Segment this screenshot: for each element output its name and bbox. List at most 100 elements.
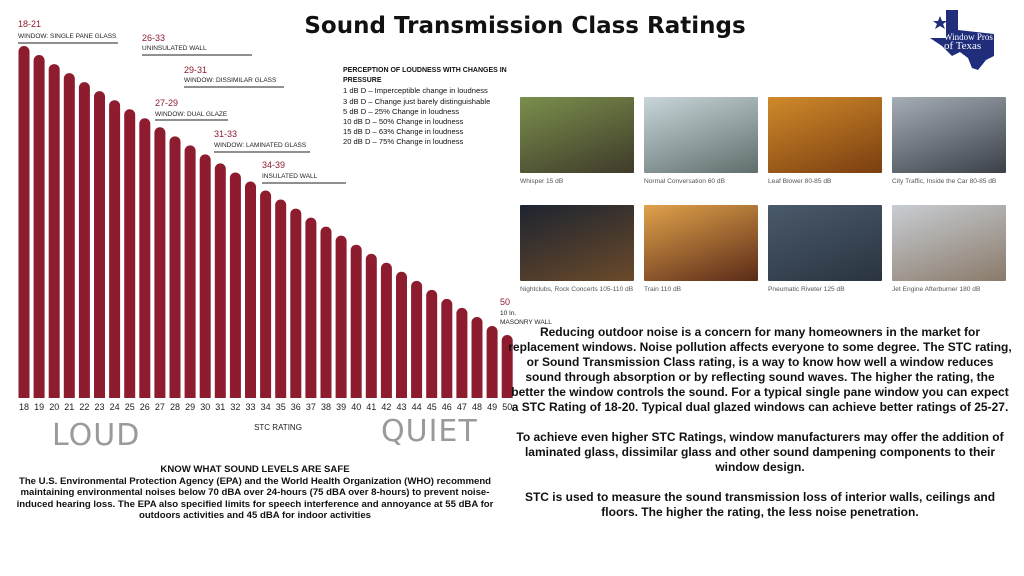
chart-bar — [275, 199, 287, 398]
annotation-value: 27-29 — [155, 98, 178, 108]
logo-text: Window Pros of Texas — [944, 32, 1004, 52]
description-paragraph: Reducing outdoor noise is a concern for … — [508, 325, 1012, 414]
perception-item: 10 dB D – 50% Change in loudness — [343, 117, 464, 127]
chart-bar — [63, 73, 75, 398]
chart-bar — [139, 118, 151, 398]
chart-bar — [456, 307, 468, 398]
x-tick-label: 21 — [64, 402, 74, 412]
conversation-photo — [644, 97, 758, 173]
logo-line2: of Texas — [944, 40, 982, 52]
perception-item: 3 dB D – Change just barely distinguisha… — [343, 96, 491, 106]
x-tick-label: 41 — [366, 402, 376, 412]
perception-box: PERCEPTION OF LOUDNESS WITH CHANGES IN P… — [343, 66, 543, 148]
x-tick-label: 33 — [245, 402, 255, 412]
traffic-photo — [892, 97, 1006, 173]
x-tick-label: 43 — [396, 402, 406, 412]
safe-levels-body: The U.S. Environmental Protection Agency… — [16, 475, 494, 522]
x-tick-label: 20 — [49, 402, 59, 412]
x-tick-label: 29 — [185, 402, 195, 412]
annotation-value: 18-21 — [18, 19, 41, 29]
photo-caption: Leaf Blower 80-85 dB — [768, 178, 832, 185]
x-tick-label: 50 — [502, 402, 512, 412]
x-tick-label: 32 — [230, 402, 240, 412]
x-tick-label: 19 — [34, 402, 44, 412]
x-tick-label: 38 — [321, 402, 331, 412]
x-tick-label: 26 — [140, 402, 150, 412]
chart-bar — [501, 335, 513, 398]
x-tick-label: 45 — [427, 402, 437, 412]
chart-bar — [184, 145, 196, 398]
description-text: Reducing outdoor noise is a concern for … — [508, 325, 1012, 535]
chart-bar — [426, 289, 438, 398]
annotation-value: 50 — [500, 297, 510, 307]
safe-levels-heading: KNOW WHAT SOUND LEVELS ARE SAFE — [160, 464, 350, 475]
chart-bar — [411, 280, 423, 398]
chart-bar — [290, 208, 302, 398]
loud-label: LOUD — [52, 418, 141, 453]
chart-bar — [94, 91, 105, 398]
chart-bar — [169, 136, 181, 398]
photo-tile: Nightclubs, Rock Concerts 105-110 dB — [520, 205, 634, 293]
x-tick-label: 48 — [472, 402, 482, 412]
riveter-photo — [768, 205, 882, 281]
chart-bar — [214, 163, 226, 398]
x-tick-label: 46 — [442, 402, 452, 412]
photo-tile: Jet Engine Afterburner 180 dB — [892, 205, 1006, 293]
annotation-value: 29-31 — [184, 65, 207, 75]
x-axis-label: STC RATING — [254, 423, 302, 432]
annotation-value: 26-33 — [142, 33, 165, 43]
chart-bar — [33, 55, 45, 398]
chart-bar — [109, 100, 121, 399]
annotation-label: MASONRY WALL — [500, 319, 552, 326]
perception-item: 1 dB D – Imperceptible change in loudnes… — [343, 86, 488, 96]
photo-tile: Leaf Blower 80-85 dB — [768, 97, 882, 185]
annotation-label: WINDOW: LAMINATED GLASS — [214, 142, 307, 149]
page-title: Sound Transmission Class Ratings — [304, 13, 746, 39]
chart-bar — [154, 127, 166, 398]
chart-bar — [305, 217, 317, 398]
chart-bar — [48, 64, 60, 398]
chart-bar — [365, 253, 377, 398]
logo-line1: Window Pros — [944, 32, 993, 42]
photo-caption: Whisper 15 dB — [520, 178, 564, 185]
x-tick-label: 27 — [155, 402, 165, 412]
chart-bar — [471, 316, 483, 398]
photo-caption: City Traffic, Inside the Car 80-85 dB — [892, 178, 997, 185]
photo-tile: Whisper 15 dB — [520, 97, 634, 185]
photo-tile: Pneumatic Riveter 125 dB — [768, 205, 882, 293]
x-tick-label: 25 — [125, 402, 135, 412]
whisper-photo — [520, 97, 634, 173]
annotation-value: 31-33 — [214, 129, 237, 139]
x-tick-label: 34 — [261, 402, 271, 412]
photo-caption: Train 110 dB — [644, 286, 682, 293]
chart-bar — [124, 109, 136, 399]
x-tick-label: 30 — [200, 402, 210, 412]
photo-caption: Pneumatic Riveter 125 dB — [768, 286, 845, 293]
annotation-label: UNINSULATED WALL — [142, 45, 207, 52]
chart-bar — [350, 244, 362, 398]
annotation-label: WINDOW: DUAL GLAZE — [155, 111, 228, 118]
train-photo — [644, 205, 758, 281]
x-tick-label: 37 — [306, 402, 316, 412]
x-tick-label: 36 — [291, 402, 301, 412]
photo-caption: Normal Conversation 60 dB — [644, 178, 725, 185]
annotation-value: 34-39 — [262, 160, 285, 170]
chart-bar — [199, 154, 211, 398]
x-tick-label: 49 — [487, 402, 497, 412]
chart-bar — [486, 325, 498, 398]
x-tick-label: 42 — [381, 402, 391, 412]
x-tick-label: 31 — [215, 402, 225, 412]
perception-item: 20 dB D – 75% Change in loudness — [343, 137, 464, 147]
x-tick-label: 40 — [351, 402, 361, 412]
chart-bar — [380, 262, 392, 398]
x-tick-label: 44 — [412, 402, 422, 412]
x-tick-label: 35 — [276, 402, 286, 412]
safe-levels-note: KNOW WHAT SOUND LEVELS ARE SAFE The U.S.… — [10, 464, 500, 522]
perception-item: 15 dB D – 63% Change in loudness — [343, 127, 464, 137]
description-paragraph: STC is used to measure the sound transmi… — [524, 490, 996, 519]
perception-item: 5 dB D – 25% Change in loudness — [343, 106, 460, 116]
annotation-label: WINDOW: DISSIMILAR GLASS — [184, 77, 277, 84]
photo-tile: City Traffic, Inside the Car 80-85 dB — [892, 97, 1006, 185]
photo-tile: Train 110 dB — [644, 205, 758, 293]
